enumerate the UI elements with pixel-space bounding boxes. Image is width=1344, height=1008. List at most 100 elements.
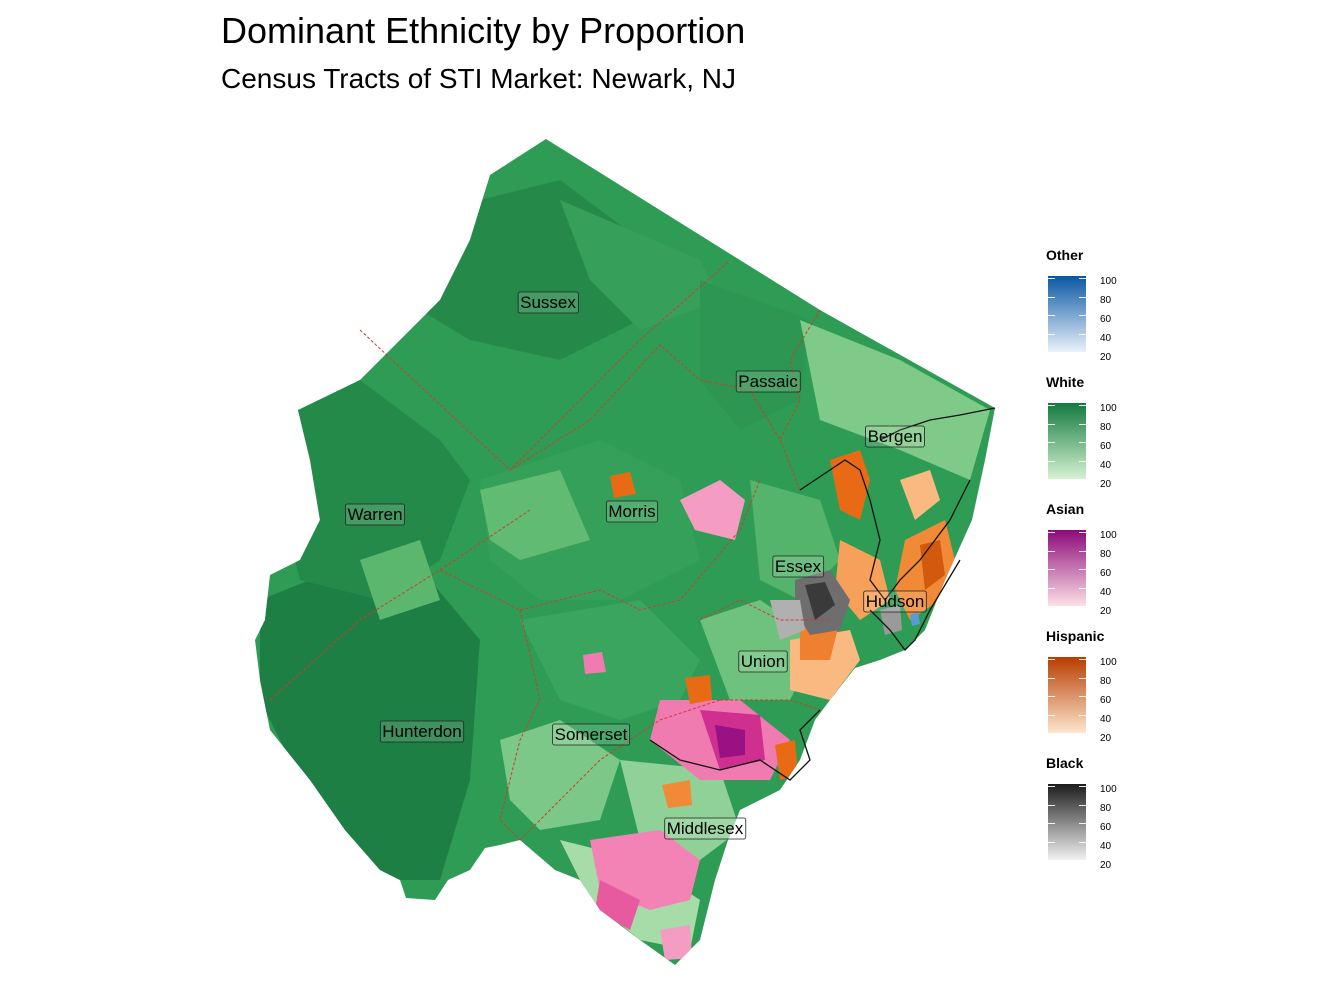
tract-asian-south-2 xyxy=(595,880,640,930)
legend-tick-label: 80 xyxy=(1100,422,1112,433)
legend-tick-label: 40 xyxy=(1100,841,1112,852)
legend-color-bar xyxy=(1048,530,1086,606)
legend-asian: Asian 100 80 60 40 20 xyxy=(1046,500,1156,627)
legend-title: Black xyxy=(1046,755,1084,771)
county-label-passaic: Passaic xyxy=(735,370,801,393)
tract-hispanic-plainfield xyxy=(685,675,712,704)
legend-tick-label: 40 xyxy=(1100,587,1112,598)
border-bergen-hudson xyxy=(799,459,971,602)
county-label-box xyxy=(863,590,927,613)
border-raritan xyxy=(649,709,821,781)
tract-region-warren xyxy=(280,380,470,600)
county-label-warren: Warren xyxy=(345,503,405,526)
legend-title: Other xyxy=(1046,247,1084,263)
legend-tick-label: 80 xyxy=(1100,295,1112,306)
tract-light-morris xyxy=(480,470,590,560)
county-label-text: Hudson xyxy=(866,592,925,611)
county-label-box xyxy=(379,720,465,743)
legend-tick-labels: 100 80 60 40 20 xyxy=(1100,780,1117,875)
tract-hispanic-nb xyxy=(662,780,692,808)
county-label-text: Sussex xyxy=(520,293,576,312)
tract-region-somerset xyxy=(520,600,700,720)
county-label-text: Essex xyxy=(775,557,822,576)
legend-tick-label: 60 xyxy=(1100,314,1112,325)
county-label-text: Somerset xyxy=(555,725,628,744)
legend-tick-label: 100 xyxy=(1100,784,1117,795)
tract-other xyxy=(910,612,920,626)
legend-tick-label: 100 xyxy=(1100,530,1117,541)
county-label-somerset: Somerset xyxy=(552,723,631,746)
legend-black: Black 100 80 60 40 20 xyxy=(1046,754,1156,881)
tract-asian-somerset xyxy=(583,652,606,674)
legend-tick-label: 40 xyxy=(1100,333,1112,344)
county-label-bergen: Bergen xyxy=(865,425,925,448)
border-sussex-warren xyxy=(359,329,511,471)
county-label-text: Passaic xyxy=(738,372,798,391)
tract-region-west xyxy=(260,560,480,880)
tract-light-somerset xyxy=(500,720,620,830)
county-label-middlesex: Middlesex xyxy=(664,817,747,840)
tract-black-jc xyxy=(880,605,902,635)
border-hudson-waterfront xyxy=(869,559,961,651)
county-label-text: Middlesex xyxy=(667,819,744,838)
legend-tick-label: 60 xyxy=(1100,822,1112,833)
border-morris-somerset xyxy=(439,479,761,611)
county-label-box xyxy=(738,650,788,673)
county-label-box xyxy=(605,500,659,523)
legend-color-bar xyxy=(1048,657,1086,733)
county-label-box xyxy=(552,723,631,746)
county-label-box xyxy=(517,291,579,314)
legend-tick-label: 20 xyxy=(1100,860,1112,871)
legend-title: White xyxy=(1046,374,1085,390)
census-tracts xyxy=(255,139,995,965)
legend-color-bar xyxy=(1048,784,1086,860)
legend-other: Other 100 80 60 40 20 xyxy=(1046,246,1156,373)
legend-tick-label: 60 xyxy=(1100,441,1112,452)
tract-region-passaic xyxy=(700,280,810,430)
tract-hispanic-bergen xyxy=(830,450,870,520)
legend-white: White 100 80 60 40 20 xyxy=(1046,373,1156,500)
county-label-essex: Essex xyxy=(772,555,825,578)
legend-hispanic: Hispanic 100 80 60 40 20 xyxy=(1046,627,1156,754)
county-label-hudson: Hudson xyxy=(863,590,927,613)
border-passaic-bergen xyxy=(779,309,821,491)
legend-tick-label: 80 xyxy=(1100,803,1112,814)
tract-hispanic-bergen-2 xyxy=(900,470,940,520)
tract-black-newark-core xyxy=(805,582,835,620)
border-warren-hunterdon xyxy=(269,509,531,701)
legend-tick-label: 20 xyxy=(1100,733,1112,744)
county-label-sussex: Sussex xyxy=(517,291,579,314)
county-label-box xyxy=(865,425,925,448)
tract-region-sussex-east xyxy=(560,200,720,330)
legend-tick-label: 100 xyxy=(1100,276,1117,287)
legend-color-bar xyxy=(1048,276,1086,352)
county-label-morris: Morris xyxy=(605,500,659,523)
map-title: Dominant Ethnicity by Proportion xyxy=(221,10,746,51)
border-hunterdon-somerset xyxy=(499,609,541,841)
tract-hispanic-morris xyxy=(610,472,636,498)
legend-tick-label: 80 xyxy=(1100,549,1112,560)
tract-asian-morris xyxy=(680,480,745,540)
county-label-text: Union xyxy=(741,652,785,671)
legend-tick-label: 40 xyxy=(1100,460,1112,471)
legend-tick-labels: 100 80 60 40 20 xyxy=(1100,272,1117,367)
county-label-text: Morris xyxy=(608,502,655,521)
county-label-text: Hunterdon xyxy=(382,722,461,741)
legend-tick-labels: 100 80 60 40 20 xyxy=(1100,653,1117,748)
legend-color-bar xyxy=(1048,403,1086,479)
border-somerset-middlesex xyxy=(519,699,721,841)
legend-tick-label: 100 xyxy=(1100,403,1117,414)
county-label-box xyxy=(664,817,747,840)
legend: Other 100 80 60 40 20 White 100 80 60 40 20 Asian 100… xyxy=(1046,246,1156,881)
legend-tick-labels: 100 80 60 40 20 xyxy=(1100,526,1117,621)
map-subtitle: Census Tracts of STI Market: Newark, NJ xyxy=(221,63,737,94)
county-label-box xyxy=(735,370,801,393)
border-sussex-passaic xyxy=(509,261,729,471)
county-label-box xyxy=(345,503,405,526)
county-label-text: Warren xyxy=(347,505,402,524)
legend-tick-label: 80 xyxy=(1100,676,1112,687)
county-label-text: Bergen xyxy=(868,427,923,446)
legend-tick-label: 60 xyxy=(1100,568,1112,579)
tract-light-warren xyxy=(360,540,440,620)
